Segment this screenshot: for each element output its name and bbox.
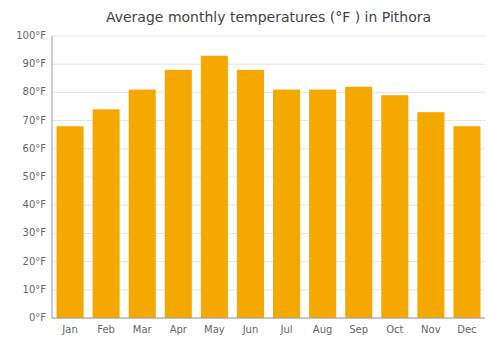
y-tick-label: 10°F (23, 284, 47, 295)
x-tick-label: Nov (421, 324, 441, 335)
bar (345, 87, 372, 318)
chart-svg: 0°F 10°F 20°F 30°F 40°F 50°F 60°F 70°F 80°F 90°F 1… (0, 0, 500, 350)
x-tick-label: Sep (349, 324, 368, 335)
bar (129, 90, 156, 318)
y-tick-label: 0°F (29, 312, 46, 323)
y-tick-label: 20°F (23, 256, 47, 267)
y-tick-label: 60°F (23, 143, 47, 154)
y-tick-labels: 0°F 10°F 20°F 30°F 40°F 50°F 60°F 70°F 80°F 90°F 1… (16, 30, 46, 323)
bar (93, 109, 120, 318)
bar (201, 56, 228, 318)
bar (381, 95, 408, 318)
x-axis-line (52, 318, 485, 319)
y-tick-label: 100°F (16, 30, 46, 41)
x-tick-label: Aug (313, 324, 333, 335)
y-tick-label: 50°F (23, 171, 47, 182)
bar (165, 70, 192, 318)
x-tick-label: Dec (457, 324, 476, 335)
y-tick-label: 40°F (23, 199, 47, 210)
grid-line (52, 318, 485, 319)
grid-line (52, 92, 485, 93)
bars (57, 56, 481, 318)
x-tick-labels: Jan Feb Mar Apr May Jun Jul Aug Sep Oct Nov Dec (61, 324, 476, 335)
title: Average monthly temperatures (°F ) in Pi… (106, 9, 431, 25)
grid-line (52, 36, 485, 37)
x-tick-label: Jun (242, 324, 259, 335)
y-tick-label: 30°F (23, 227, 47, 238)
bar (453, 126, 480, 318)
grid (52, 36, 485, 318)
chart-container: 0°F 10°F 20°F 30°F 40°F 50°F 60°F 70°F 80°F 90°F 1… (0, 0, 500, 350)
y-axis-line (52, 36, 53, 318)
bar (57, 126, 84, 318)
x-tick-label: Mar (133, 324, 153, 335)
y-tick-label: 80°F (23, 86, 47, 97)
x-tick-label: Jul (280, 324, 293, 335)
x-tick-label: Feb (97, 324, 115, 335)
bar (417, 112, 444, 318)
x-tick-label: Oct (386, 324, 403, 335)
y-tick-label: 70°F (23, 115, 47, 126)
bar (237, 70, 264, 318)
x-tick-label: Jan (61, 324, 77, 335)
x-tick-label: Apr (170, 324, 188, 335)
x-tick-label: May (204, 324, 225, 335)
grid-line (52, 64, 485, 65)
y-tick-label: 90°F (23, 58, 47, 69)
bar (273, 90, 300, 318)
bar (309, 90, 336, 318)
